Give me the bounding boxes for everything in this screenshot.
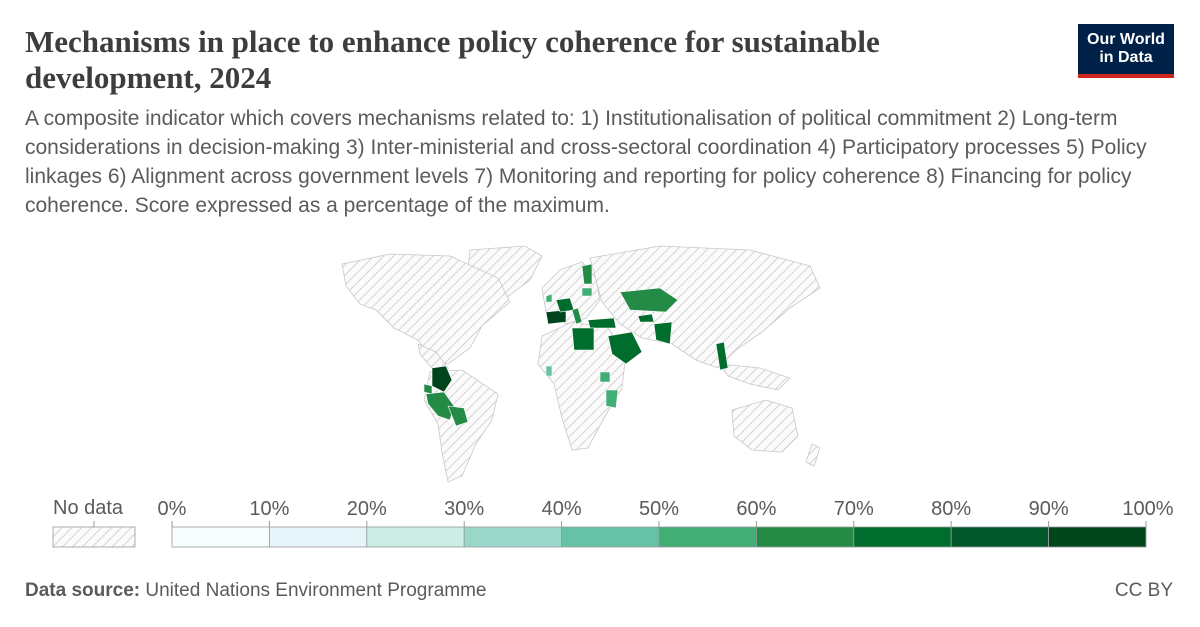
country-benin xyxy=(545,365,553,377)
legend: 0% 10% 20% 30% 40% 50% 60% 70% 80% 90% 100% xyxy=(52,498,1174,548)
legend-tick-label: 90% xyxy=(1029,498,1069,520)
country-uzbekistan xyxy=(637,313,655,323)
legend-tick-label: 50% xyxy=(639,498,679,520)
country-finland xyxy=(581,263,593,285)
legend-bin-swatch xyxy=(561,526,660,548)
legend-tick-label: 100% xyxy=(1122,498,1173,520)
north-america-shape xyxy=(341,253,511,365)
australia-shape xyxy=(731,399,799,453)
legend-tick-label: 10% xyxy=(249,498,289,520)
no-data-landmasses xyxy=(341,245,821,483)
legend-tick-label: 0% xyxy=(158,498,187,520)
legend-tick-label: 30% xyxy=(444,498,484,520)
country-peru xyxy=(425,391,455,421)
country-colombia xyxy=(431,365,453,393)
logo-line-1: Our World xyxy=(1087,31,1165,48)
legend-bin-swatch xyxy=(658,526,757,548)
country-saudi-arabia xyxy=(607,331,643,365)
chart-subtitle: A composite indicator which covers mecha… xyxy=(25,107,1147,217)
country-estonia xyxy=(581,287,593,297)
legend-bin-swatch xyxy=(268,526,368,548)
country-pakistan xyxy=(653,321,673,345)
legend-bin-swatch xyxy=(463,526,563,548)
legend-bin-swatch xyxy=(853,526,952,548)
legend-tick-label: 60% xyxy=(736,498,776,520)
data-source-label: Data source: xyxy=(25,580,141,601)
data-source-text[interactable]: United Nations Environment Programme xyxy=(145,580,487,601)
country-ecuador xyxy=(423,383,433,395)
owid-logo[interactable]: Our World in Data xyxy=(1078,24,1174,78)
country-bolivia xyxy=(447,405,469,427)
legend-tick-label: 40% xyxy=(542,498,582,520)
legend-no-data-swatch xyxy=(52,526,136,548)
country-uganda xyxy=(599,371,611,383)
legend-tick-label: 20% xyxy=(347,498,387,520)
country-turkey xyxy=(587,317,617,329)
country-spain xyxy=(545,309,567,325)
country-italy xyxy=(571,307,583,325)
legend-bin-swatch xyxy=(1048,526,1147,548)
country-malawi xyxy=(605,389,619,409)
country-ireland xyxy=(545,293,553,303)
license[interactable]: CC BY xyxy=(1114,580,1173,601)
legend-tick-label: 80% xyxy=(931,498,971,520)
legend-bin-swatch xyxy=(756,526,855,548)
countries-with-data xyxy=(423,263,729,427)
country-libya xyxy=(571,327,595,351)
legend-bin-swatch xyxy=(950,526,1050,548)
world-map xyxy=(341,245,821,483)
country-vietnam xyxy=(715,341,729,371)
southeast-asia-shape xyxy=(719,363,791,391)
legend-no-data-label: No data xyxy=(53,497,124,519)
legend-bin-swatch xyxy=(366,526,465,548)
legend-tick-label: 70% xyxy=(834,498,874,520)
chart-title: Mechanisms in place to enhance policy co… xyxy=(25,24,880,95)
country-kazakhstan xyxy=(619,287,679,313)
asia-shape xyxy=(589,245,821,369)
new-zealand-shape xyxy=(805,443,821,467)
data-source: Data source: United Nations Environment … xyxy=(25,580,486,602)
logo-line-2: in Data xyxy=(1099,49,1153,66)
legend-bin-swatch xyxy=(171,526,270,548)
